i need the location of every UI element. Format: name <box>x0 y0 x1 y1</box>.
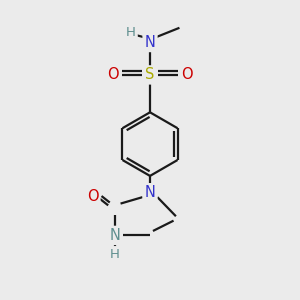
Text: N: N <box>145 35 155 50</box>
Text: N: N <box>109 228 120 243</box>
Text: H: H <box>110 248 120 261</box>
Text: N: N <box>145 185 155 200</box>
Text: H: H <box>126 26 136 39</box>
Text: S: S <box>145 68 155 82</box>
Text: O: O <box>181 68 193 82</box>
Text: O: O <box>107 68 119 82</box>
Text: O: O <box>87 189 98 204</box>
